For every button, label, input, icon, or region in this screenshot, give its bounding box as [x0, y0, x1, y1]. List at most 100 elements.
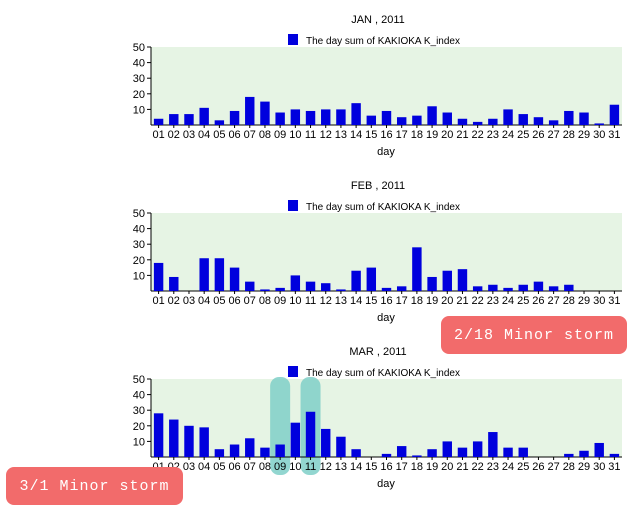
x-tick-label: 22: [472, 129, 484, 141]
bar-day-01: [153, 262, 164, 291]
bar-day-10: [290, 109, 301, 125]
x-tick-label: 09: [274, 129, 286, 141]
bar-day-16: [381, 287, 392, 291]
x-tick-label: 26: [532, 129, 544, 141]
x-tick-label: 08: [259, 129, 271, 141]
bar-day-22: [472, 441, 483, 457]
bar-day-01: [153, 118, 164, 125]
bar-day-12: [321, 109, 331, 125]
x-tick-label: 20: [441, 129, 453, 141]
bar-day-16: [381, 110, 392, 125]
x-tick-label: 12: [320, 129, 332, 141]
x-tick-label: 28: [563, 129, 575, 141]
bar-day-12: [321, 428, 331, 457]
bar-day-27: [548, 286, 559, 291]
x-tick-label: 29: [578, 129, 590, 141]
bar-day-08: [260, 101, 270, 125]
bar-day-19: [427, 106, 437, 125]
y-tick-label: 40: [133, 224, 145, 236]
y-tick-label: 50: [133, 208, 145, 220]
y-tick-label: 30: [133, 239, 145, 251]
x-tick-label: 07: [244, 461, 256, 473]
x-tick-label: 15: [365, 461, 377, 473]
x-tick-label: 17: [396, 295, 408, 307]
legend-swatch: [288, 366, 298, 377]
x-axis-label: day: [377, 478, 395, 490]
x-tick-label: 21: [456, 461, 468, 473]
bar-day-09: [275, 444, 285, 457]
x-tick-label: 11: [305, 461, 316, 473]
bar-day-31: [609, 104, 620, 125]
bar-day-18: [412, 455, 422, 457]
bar-day-31: [609, 453, 620, 457]
bar-day-10: [290, 422, 301, 457]
bar-day-21: [457, 269, 468, 291]
bar-day-21: [457, 447, 468, 457]
bar-day-02: [169, 114, 179, 125]
mar-storm-note: 3/1 Minor storm: [6, 467, 183, 505]
bar-day-22: [472, 121, 483, 125]
plot-area: [151, 213, 622, 291]
plot-area: [151, 379, 622, 457]
y-tick-label: 20: [133, 89, 145, 101]
x-tick-label: 08: [259, 461, 271, 473]
bar-day-28: [564, 284, 574, 291]
y-tick-label: 30: [133, 405, 145, 417]
x-tick-label: 16: [380, 129, 392, 141]
bar-day-09: [275, 287, 285, 291]
bar-day-03: [184, 425, 194, 457]
bar-day-05: [214, 120, 225, 125]
bar-day-16: [381, 453, 392, 457]
x-tick-label: 23: [487, 461, 499, 473]
x-tick-label: 03: [183, 295, 195, 307]
bar-day-17: [396, 286, 407, 291]
x-tick-label: 09: [274, 295, 286, 307]
x-tick-label: 27: [548, 295, 560, 307]
x-tick-label: 03: [183, 129, 195, 141]
y-tick-label: 10: [133, 104, 145, 116]
bar-day-30: [594, 123, 604, 125]
x-tick-label: 14: [350, 295, 362, 307]
x-tick-label: 18: [411, 295, 423, 307]
bar-day-05: [214, 258, 225, 291]
x-tick-label: 26: [532, 461, 544, 473]
x-tick-label: 21: [456, 295, 468, 307]
legend-swatch: [288, 34, 298, 45]
x-axis-label: day: [377, 312, 395, 324]
x-tick-label: 29: [578, 461, 590, 473]
x-tick-label: 27: [548, 129, 560, 141]
x-tick-label: 15: [365, 129, 377, 141]
chart-title: FEB , 2011: [351, 180, 405, 192]
x-tick-label: 23: [487, 129, 499, 141]
x-tick-label: 14: [350, 129, 362, 141]
x-tick-label: 05: [213, 295, 225, 307]
bar-day-04: [199, 258, 209, 291]
legend-swatch: [288, 200, 298, 211]
bar-day-07: [245, 281, 255, 291]
bar-day-19: [427, 449, 437, 457]
bar-day-18: [412, 247, 422, 291]
bar-day-14: [351, 270, 361, 291]
bar-day-06: [229, 444, 240, 457]
bar-day-24: [503, 109, 513, 125]
bar-day-06: [229, 110, 240, 125]
bar-day-28: [564, 110, 574, 125]
chart-title: MAR , 2011: [349, 346, 406, 358]
x-tick-label: 30: [593, 129, 605, 141]
x-tick-label: 30: [593, 295, 605, 307]
x-tick-label: 13: [335, 461, 347, 473]
x-tick-label: 25: [517, 295, 529, 307]
x-tick-label: 15: [365, 295, 377, 307]
bar-day-04: [199, 427, 209, 457]
bar-day-04: [199, 107, 209, 125]
x-tick-label: 28: [563, 461, 575, 473]
bar-day-09: [275, 112, 285, 125]
x-tick-label: 16: [380, 461, 392, 473]
x-tick-label: 26: [532, 295, 544, 307]
bar-day-11: [305, 110, 316, 125]
bar-day-11: [305, 411, 316, 457]
legend-label: The day sum of KAKIOKA K_index: [306, 202, 460, 213]
x-tick-label: 01: [152, 295, 164, 307]
feb-storm-note: 2/18 Minor storm: [441, 316, 627, 354]
x-tick-label: 14: [350, 461, 362, 473]
